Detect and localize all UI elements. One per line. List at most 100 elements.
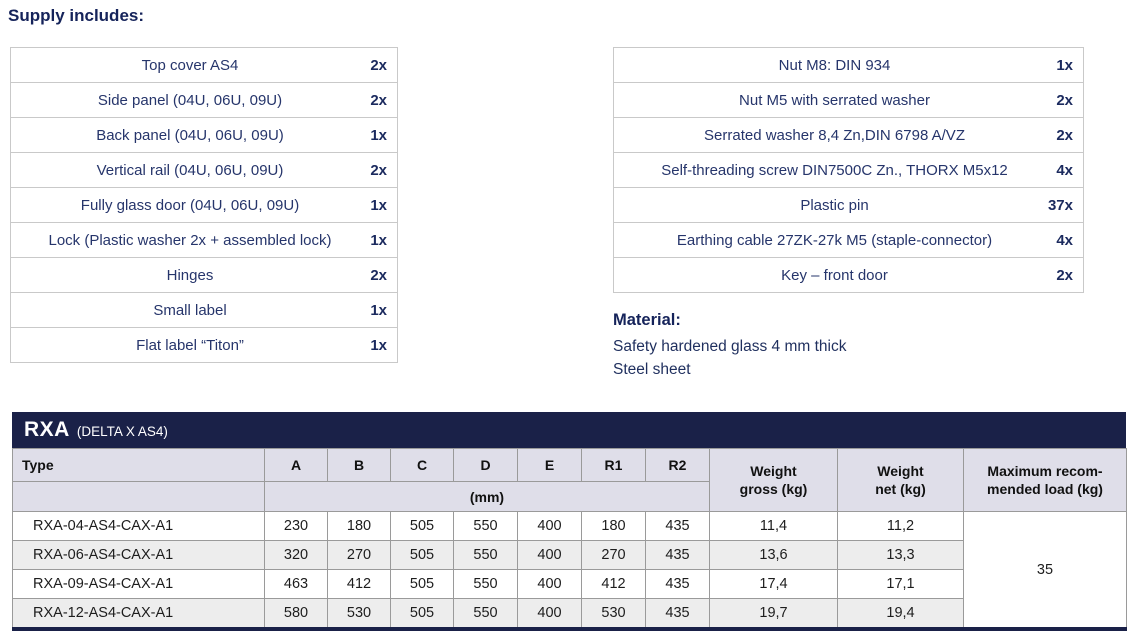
supply-row: Side panel (04U, 06U, 09U) 2x — [11, 83, 397, 118]
supply-row: Back panel (04U, 06U, 09U) 1x — [11, 118, 397, 153]
dim-cell: 270 — [581, 540, 646, 570]
dim-cell: 550 — [453, 540, 518, 570]
rxa-title: RXA — [24, 418, 70, 441]
dim-cell: 400 — [517, 569, 582, 599]
supply-qty-label: 2x — [370, 266, 387, 284]
dim-cell: 435 — [645, 569, 710, 599]
supply-row: Key – front door 2x — [614, 258, 1083, 292]
dim-cell: 505 — [390, 511, 454, 541]
dim-cell: 412 — [581, 569, 646, 599]
dim-cell: 435 — [645, 511, 710, 541]
dim-cell: 180 — [581, 511, 646, 541]
supply-table-right: Nut M8: DIN 934 1x Nut M5 with serrated … — [613, 47, 1084, 293]
col-header-max-load: Maximum recom- mended load (kg) — [963, 448, 1127, 512]
supply-qty-label: 2x — [370, 91, 387, 109]
supply-qty-label: 1x — [370, 231, 387, 249]
weight-net-cell: 19,4 — [837, 598, 964, 630]
dim-cell: 505 — [390, 569, 454, 599]
table-row: RXA-06-AS4-CAX-A1 320 270 505 550 400 27… — [12, 540, 1127, 570]
supply-qty-label: 1x — [370, 196, 387, 214]
supply-qty-label: 4x — [1056, 161, 1073, 179]
dim-cell: 400 — [517, 511, 582, 541]
supply-row: Flat label “Titon” 1x — [11, 328, 397, 362]
supply-item-label: Hinges — [166, 266, 214, 284]
dim-cell: 463 — [264, 569, 328, 599]
dim-cell: 550 — [453, 598, 518, 630]
col-header-r1: R1 — [581, 448, 646, 482]
supply-item-label: Self-threading screw DIN7500C Zn., THORX… — [661, 161, 1008, 179]
table-row: RXA-04-AS4-CAX-A1 230 180 505 550 400 18… — [12, 511, 1127, 630]
supply-qty-label: 1x — [370, 301, 387, 319]
supply-item-label: Nut M8: DIN 934 — [778, 56, 891, 74]
dim-cell: 400 — [517, 598, 582, 630]
supply-qty-label: 2x — [1056, 266, 1073, 284]
dim-cell: 580 — [264, 598, 328, 630]
supply-item-label: Key – front door — [781, 266, 888, 284]
col-header-type: Type — [12, 448, 265, 482]
supply-qty-label: 4x — [1056, 231, 1073, 249]
supply-row: Lock (Plastic washer 2x + assembled lock… — [11, 223, 397, 258]
supply-item-label: Earthing cable 27ZK-27k M5 (staple-conne… — [676, 231, 993, 249]
dim-cell: 320 — [264, 540, 328, 570]
weight-gross-cell: 11,4 — [709, 511, 838, 541]
max-load-cell: 35 — [963, 511, 1127, 630]
rxa-table-section: RXA (DELTA X AS4) Type A B C D E R1 R2 W… — [12, 412, 1127, 631]
dim-cell: 230 — [264, 511, 328, 541]
supply-qty-label: 2x — [370, 56, 387, 74]
weight-gross-cell: 19,7 — [709, 598, 838, 630]
supply-row: Top cover AS4 2x — [11, 48, 397, 83]
supply-item-label: Serrated washer 8,4 Zn,DIN 6798 A/VZ — [704, 126, 965, 144]
supply-item-label: Lock (Plastic washer 2x + assembled lock… — [48, 231, 332, 249]
col-header-a: A — [264, 448, 328, 482]
dim-cell: 400 — [517, 540, 582, 570]
col-header-weight-net: Weight net (kg) — [837, 448, 964, 512]
supply-qty-label: 1x — [370, 336, 387, 354]
rxa-subtitle: (DELTA X AS4) — [76, 423, 168, 439]
dim-cell: 550 — [453, 569, 518, 599]
dim-cell: 270 — [327, 540, 391, 570]
col-header-c: C — [390, 448, 454, 482]
material-line: Steel sheet — [613, 361, 691, 378]
weight-net-cell: 17,1 — [837, 569, 964, 599]
supply-item-label: Small label — [153, 301, 227, 319]
supply-item-label: Flat label “Titon” — [136, 336, 244, 354]
supply-item-label: Side panel (04U, 06U, 09U) — [97, 91, 283, 109]
col-header-d: D — [453, 448, 518, 482]
page-title: Supply includes: — [8, 6, 145, 25]
col-header-weight-gross: Weight gross (kg) — [709, 448, 838, 512]
supply-item-label: Vertical rail (04U, 06U, 09U) — [96, 161, 284, 179]
type-cell: RXA-12-AS4-CAX-A1 — [12, 598, 265, 630]
table-row: RXA-12-AS4-CAX-A1 580 530 505 550 400 53… — [12, 598, 1127, 630]
weight-gross-cell: 17,4 — [709, 569, 838, 599]
supply-row: Serrated washer 8,4 Zn,DIN 6798 A/VZ 2x — [614, 118, 1083, 153]
supply-row: Hinges 2x — [11, 258, 397, 293]
supply-qty-label: 1x — [370, 126, 387, 144]
dim-cell: 530 — [581, 598, 646, 630]
supply-qty-label: 2x — [1056, 91, 1073, 109]
type-cell: RXA-06-AS4-CAX-A1 — [12, 540, 265, 570]
supply-row: Nut M5 with serrated washer 2x — [614, 83, 1083, 118]
rxa-spec-table: Type A B C D E R1 R2 Weight gross (kg) W… — [12, 448, 1127, 631]
supply-row: Earthing cable 27ZK-27k M5 (staple-conne… — [614, 223, 1083, 258]
supply-qty-label: 2x — [370, 161, 387, 179]
col-header-b: B — [327, 448, 391, 482]
supply-row: Vertical rail (04U, 06U, 09U) 2x — [11, 153, 397, 188]
dim-cell: 435 — [645, 540, 710, 570]
dim-cell: 435 — [645, 598, 710, 630]
supply-row: Self-threading screw DIN7500C Zn., THORX… — [614, 153, 1083, 188]
dim-cell: 412 — [327, 569, 391, 599]
supply-item-label: Fully glass door (04U, 06U, 09U) — [80, 196, 300, 214]
material-heading: Material: — [613, 311, 681, 329]
supply-qty-label: 37x — [1047, 196, 1073, 214]
weight-net-cell: 11,2 — [837, 511, 964, 541]
dim-cell: 505 — [390, 598, 454, 630]
supply-qty-label: 2x — [1056, 126, 1073, 144]
supply-item-label: Top cover AS4 — [141, 56, 239, 74]
supply-row: Nut M8: DIN 934 1x — [614, 48, 1083, 83]
dim-cell: 550 — [453, 511, 518, 541]
supply-item-label: Back panel (04U, 06U, 09U) — [96, 126, 284, 144]
col-header-e: E — [517, 448, 582, 482]
col-header-r2: R2 — [645, 448, 710, 482]
header-row: Type A B C D E R1 R2 Weight gross (kg) W… — [12, 448, 1127, 512]
supply-item-label: Plastic pin — [800, 196, 869, 214]
